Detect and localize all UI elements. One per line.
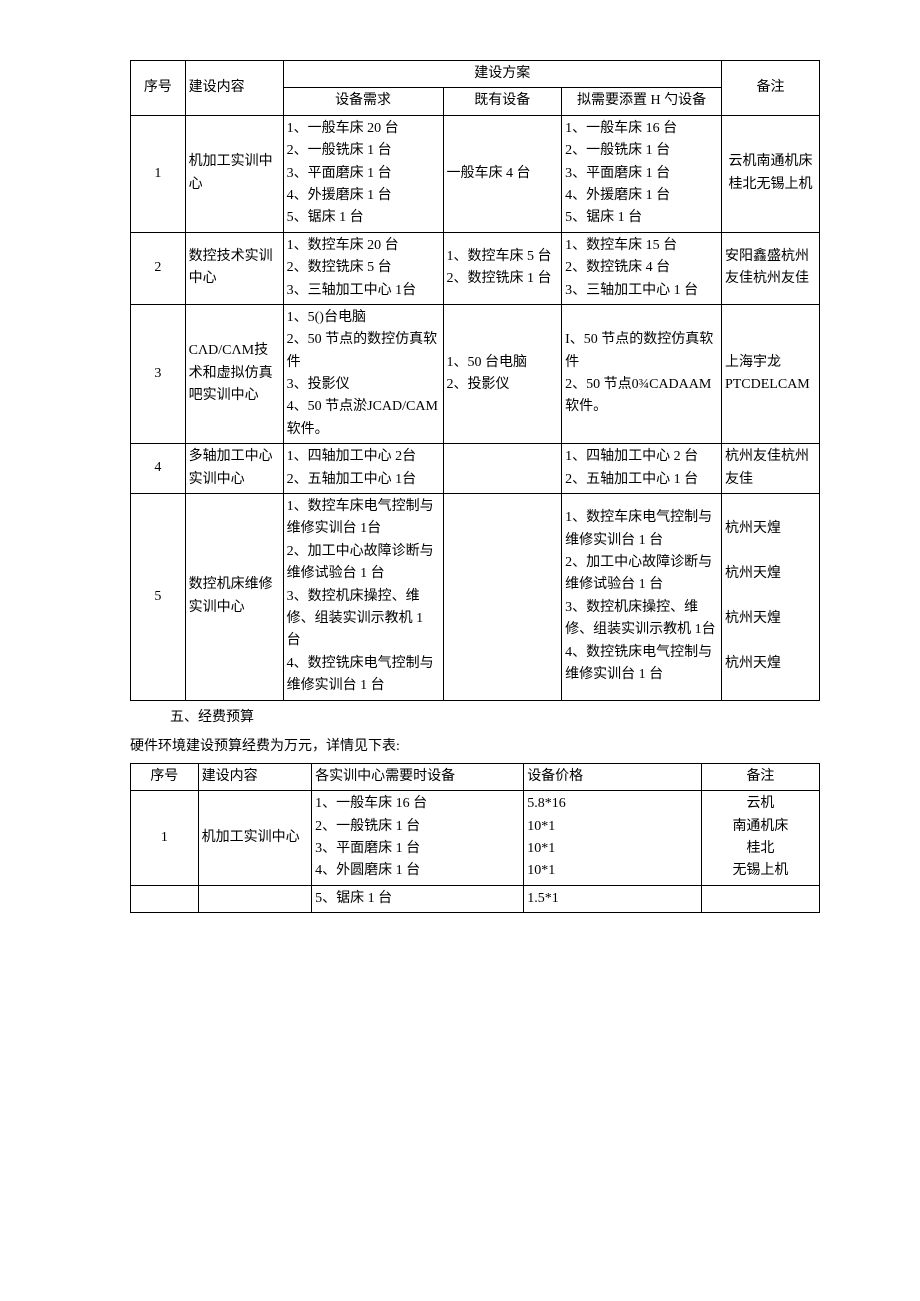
table1-row: 4 多轴加工中心实训中心 1、四轴加工中心 2台2、五轴加工中心 1台 1、四轴… — [131, 444, 820, 494]
table2-row: 5、锯床 1 台 1.5*1 — [131, 885, 820, 912]
t1-need: 1、数控车床 20 台2、数控铣床 5 台3、三轴加工中心 1台 — [283, 232, 443, 304]
table1-header-row1: 序号 建设内容 建设方案 备注 — [131, 61, 820, 88]
t1-content: 机加工实训中心 — [185, 115, 283, 232]
table2-row: 1 机加工实训中心 1、一般车床 16 台2、一般铣床 1 台3、平面磨床 1 … — [131, 791, 820, 886]
table1-row: 1 机加工实训中心 1、一般车床 20 台2、一般铣床 1 台3、平面磨床 1 … — [131, 115, 820, 232]
t1-have — [443, 494, 562, 701]
t2-equip: 1、一般车床 16 台2、一般铣床 1 台3、平面磨床 1 台4、外圆磨床 1 … — [312, 791, 524, 886]
t2-equip: 5、锯床 1 台 — [312, 885, 524, 912]
t1-header-note: 备注 — [721, 61, 819, 116]
t1-header-seq: 序号 — [131, 61, 186, 116]
t2-price: 1.5*1 — [524, 885, 702, 912]
t2-content — [198, 885, 311, 912]
t1-have: 1、数控车床 5 台2、数控铣床 1 台 — [443, 232, 562, 304]
t1-add: 1、数控车床电气控制与维修实训台 1 台2、加工中心故障诊断与维修试验台 1 台… — [562, 494, 722, 701]
table1-row: 3 CΛD/CΛM技术和虚拟仿真吧实训中心 1、5()台电脑2、50 节点的数控… — [131, 304, 820, 443]
t1-note: 安阳鑫盛杭州友佳杭州友佳 — [721, 232, 819, 304]
t2-note: 云机南通机床桂北无锡上机 — [701, 791, 819, 886]
t1-header-content: 建设内容 — [185, 61, 283, 116]
table1-row: 2 数控技术实训中心 1、数控车床 20 台2、数控铣床 5 台3、三轴加工中心… — [131, 232, 820, 304]
t1-seq: 2 — [131, 232, 186, 304]
t1-add: 1、数控车床 15 台2、数控铣床 4 台3、三轴加工中心 1 台 — [562, 232, 722, 304]
t2-header-note: 备注 — [701, 763, 819, 790]
t2-header-price: 设备价格 — [524, 763, 702, 790]
construction-plan-table: 序号 建设内容 建设方案 备注 设备需求 既有设备 拟需要添置 H 勺设备 1 … — [130, 60, 820, 701]
t1-content: 数控技术实训中心 — [185, 232, 283, 304]
t2-header-seq: 序号 — [131, 763, 199, 790]
t1-seq: 5 — [131, 494, 186, 701]
t2-header-equip: 各实训中心需要时设备 — [312, 763, 524, 790]
t1-header-have: 既有设备 — [443, 88, 562, 115]
table1-row: 5 数控机床维修实训中心 1、数控车床电气控制与维修实训台 1台2、加工中心故障… — [131, 494, 820, 701]
t1-have — [443, 444, 562, 494]
t1-have: 一般车床 4 台 — [443, 115, 562, 232]
t1-header-plan: 建设方案 — [283, 61, 721, 88]
t1-note: 杭州天煌杭州天煌杭州天煌杭州天煌 — [721, 494, 819, 701]
section-5-text: 硬件环境建设预算经费为万元，详情见下表: — [130, 734, 820, 759]
t1-content: 多轴加工中心实训中心 — [185, 444, 283, 494]
t2-header-content: 建设内容 — [198, 763, 311, 790]
t1-header-need: 设备需求 — [283, 88, 443, 115]
t1-need: 1、四轴加工中心 2台2、五轴加工中心 1台 — [283, 444, 443, 494]
t1-need: 1、数控车床电气控制与维修实训台 1台2、加工中心故障诊断与维修试验台 1 台3… — [283, 494, 443, 701]
t1-content: 数控机床维修实训中心 — [185, 494, 283, 701]
table2-header: 序号 建设内容 各实训中心需要时设备 设备价格 备注 — [131, 763, 820, 790]
t1-content: CΛD/CΛM技术和虚拟仿真吧实训中心 — [185, 304, 283, 443]
t2-content: 机加工实训中心 — [198, 791, 311, 886]
t2-seq: 1 — [131, 791, 199, 886]
budget-table: 序号 建设内容 各实训中心需要时设备 设备价格 备注 1 机加工实训中心 1、一… — [130, 763, 820, 913]
t1-add: I、50 节点的数控仿真软件2、50 节点0¾CADAAM 软件。 — [562, 304, 722, 443]
t1-note: 上海宇龙PTCDELCAM — [721, 304, 819, 443]
t2-seq — [131, 885, 199, 912]
t1-need: 1、5()台电脑2、50 节点的数控仿真软件3、投影仪4、50 节点淤JCAD/… — [283, 304, 443, 443]
t1-seq: 3 — [131, 304, 186, 443]
t1-seq: 1 — [131, 115, 186, 232]
t1-add: 1、四轴加工中心 2 台2、五轴加工中心 1 台 — [562, 444, 722, 494]
t2-note — [701, 885, 819, 912]
t1-note: 杭州友佳杭州友佳 — [721, 444, 819, 494]
t1-have: 1、50 台电脑2、投影仪 — [443, 304, 562, 443]
t1-add: 1、一般车床 16 台2、一般铣床 1 台3、平面磨床 1 台4、外援磨床 1 … — [562, 115, 722, 232]
t1-seq: 4 — [131, 444, 186, 494]
t2-price: 5.8*1610*110*110*1 — [524, 791, 702, 886]
section-5-title: 五、经费预算 — [130, 705, 820, 730]
t1-note: 云机南通机床桂北无锡上机 — [721, 115, 819, 232]
t1-header-add: 拟需要添置 H 勺设备 — [562, 88, 722, 115]
t1-need: 1、一般车床 20 台2、一般铣床 1 台3、平面磨床 1 台4、外援磨床 1 … — [283, 115, 443, 232]
